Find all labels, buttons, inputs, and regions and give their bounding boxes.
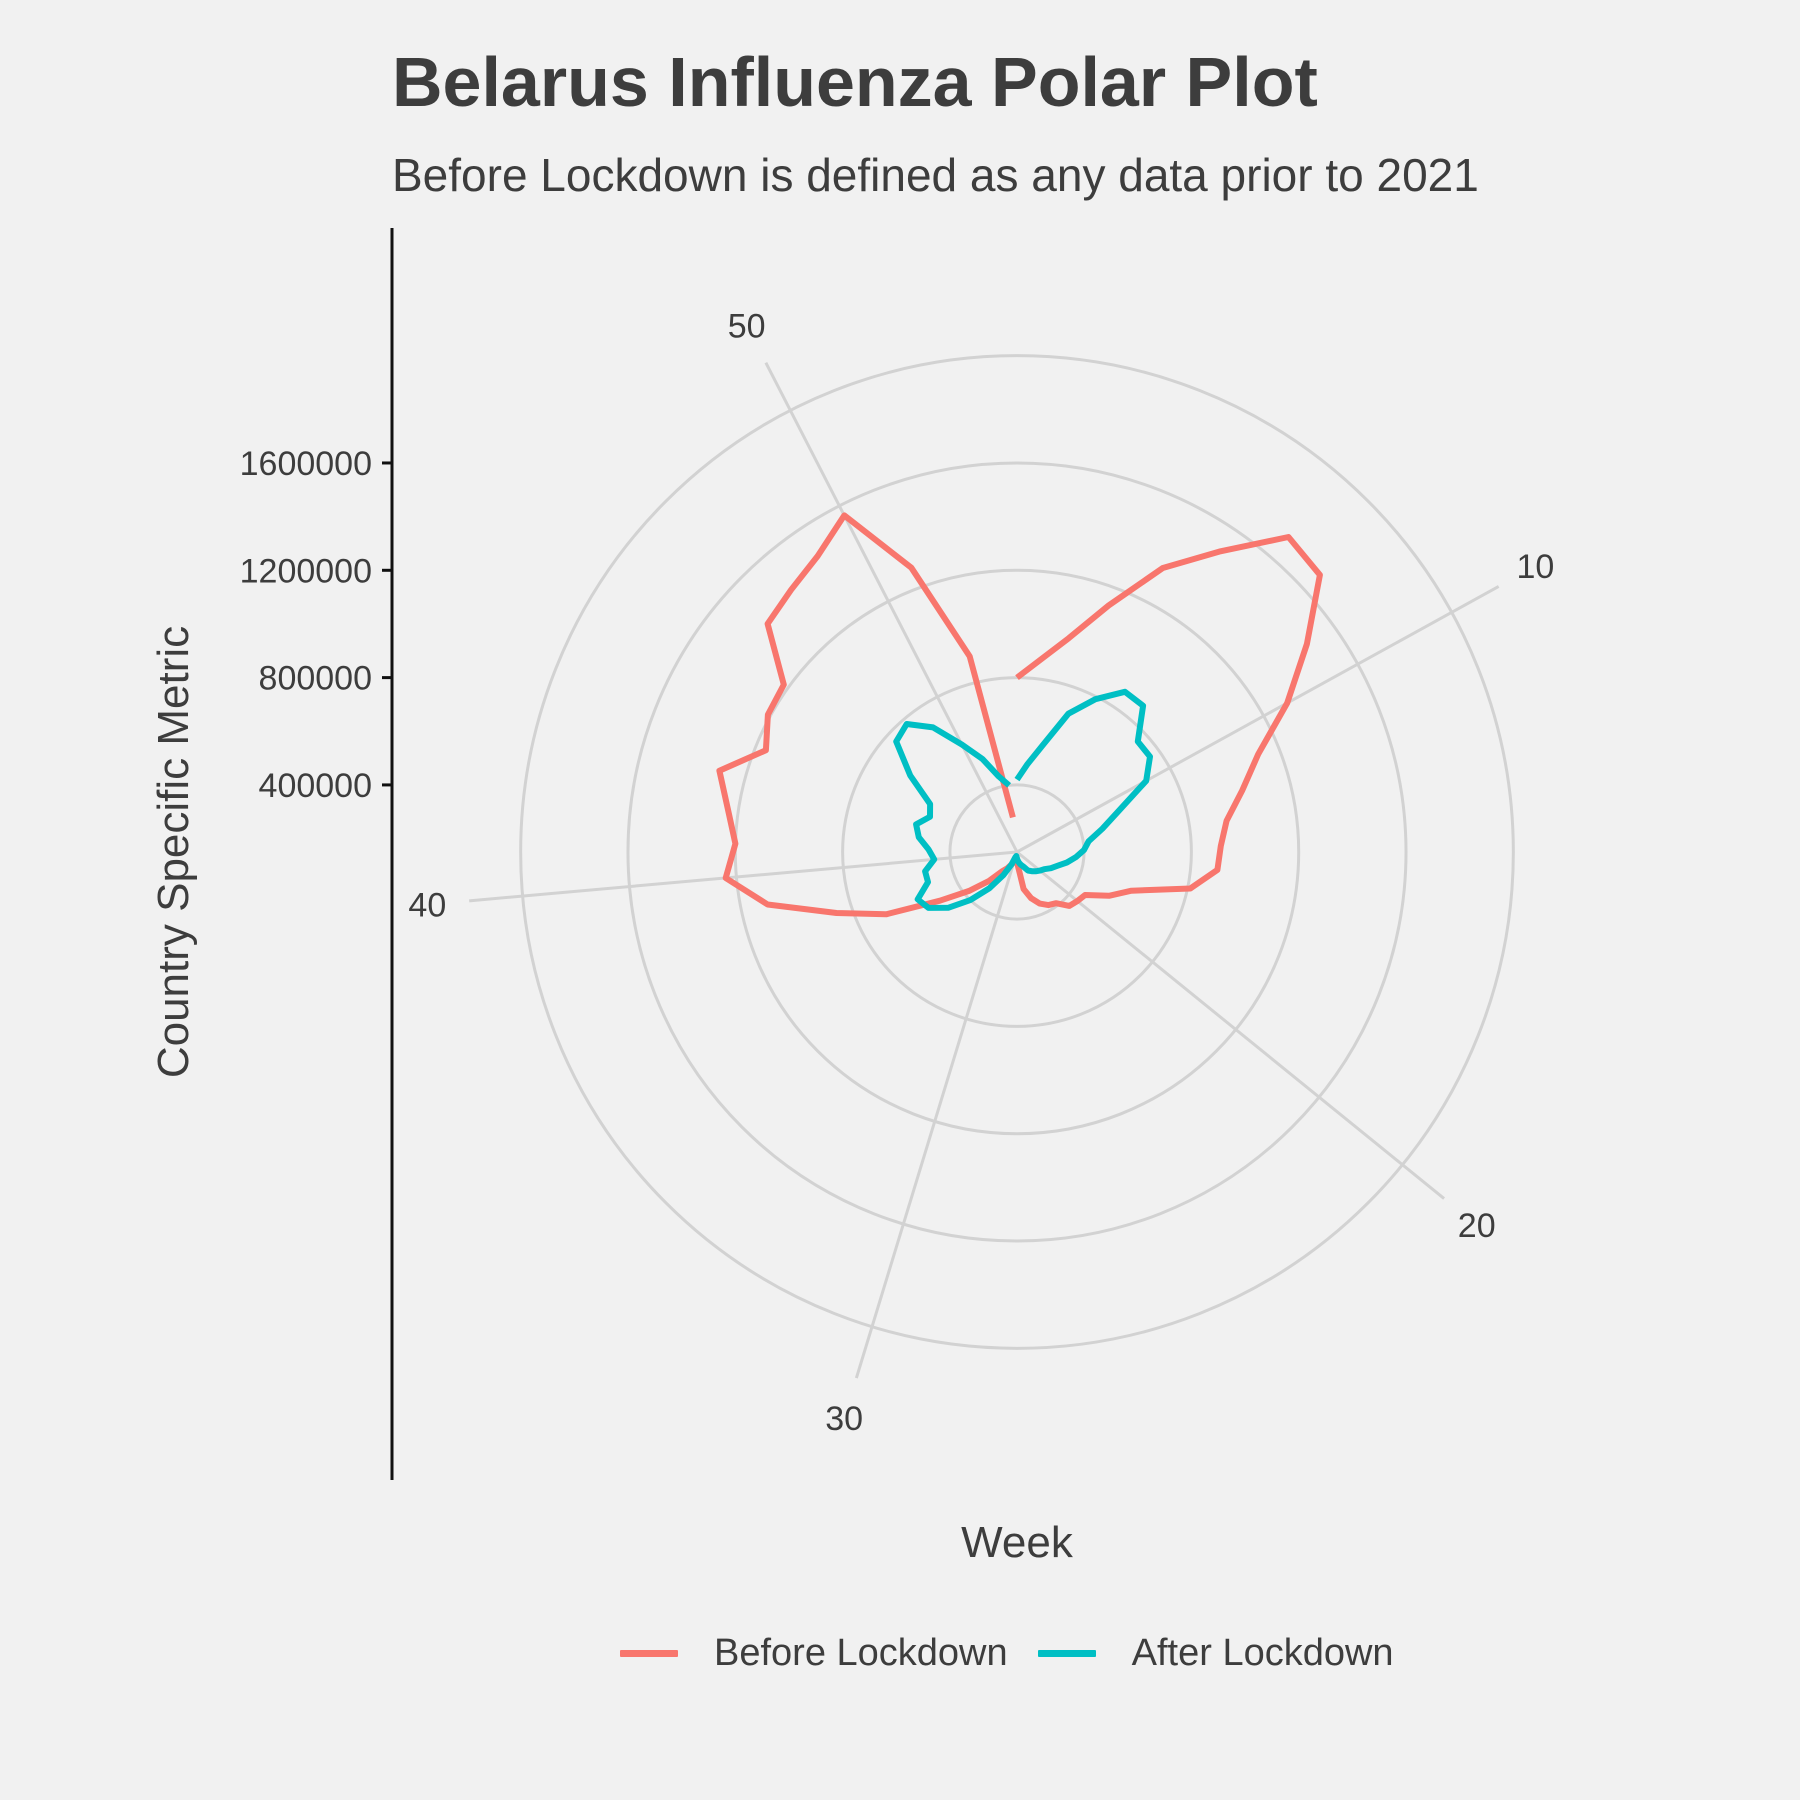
y-tick-label: 1200000: [240, 552, 372, 590]
grid-spoke: [854, 851, 1019, 1379]
grid-spoke: [1016, 850, 1446, 1200]
legend-label-after: After Lockdown: [1131, 1632, 1394, 1674]
grid-circle: [519, 354, 1515, 1350]
angular-tick-label: 40: [408, 887, 446, 925]
angular-tick-label: 20: [1458, 1207, 1496, 1245]
angular-tick-label: 50: [728, 307, 766, 345]
legend-swatch-before: [620, 1650, 678, 1657]
angular-tick-labels: 10 20 30 40 50: [408, 307, 1554, 1438]
angular-tick-label: 30: [825, 1400, 863, 1438]
series-line-after-lockdown: [893, 688, 1153, 911]
y-tick-label: 400000: [259, 767, 372, 805]
legend-swatch-after: [1037, 1650, 1096, 1657]
y-tick-label: 800000: [259, 660, 372, 698]
x-axis-title: Week: [961, 1518, 1074, 1567]
chart-title: Belarus Influenza Polar Plot: [392, 43, 1318, 121]
y-axis-title: Country Specific Metric: [149, 626, 198, 1078]
grid-spoke: [469, 850, 1018, 903]
grid-spoke: [1016, 585, 1500, 854]
angular-spokes: [469, 362, 1500, 1379]
y-axis: 400000 800000 1200000 1600000: [240, 228, 394, 1480]
grid-spoke: [764, 362, 1019, 853]
legend-item-after: After Lockdown: [1037, 1632, 1394, 1675]
legend-item-before: Before Lockdown: [620, 1632, 1008, 1675]
series-lines: [716, 512, 1323, 918]
chart-subtitle: Before Lockdown is defined as any data p…: [392, 149, 1479, 201]
legend-label-before: Before Lockdown: [714, 1632, 1008, 1674]
grid-circle: [841, 676, 1193, 1028]
y-tick-label: 1600000: [240, 445, 372, 483]
grid-circle: [626, 461, 1408, 1243]
legend: Before Lockdown After Lockdown: [620, 1632, 1424, 1675]
angular-tick-label: 10: [1517, 548, 1555, 586]
